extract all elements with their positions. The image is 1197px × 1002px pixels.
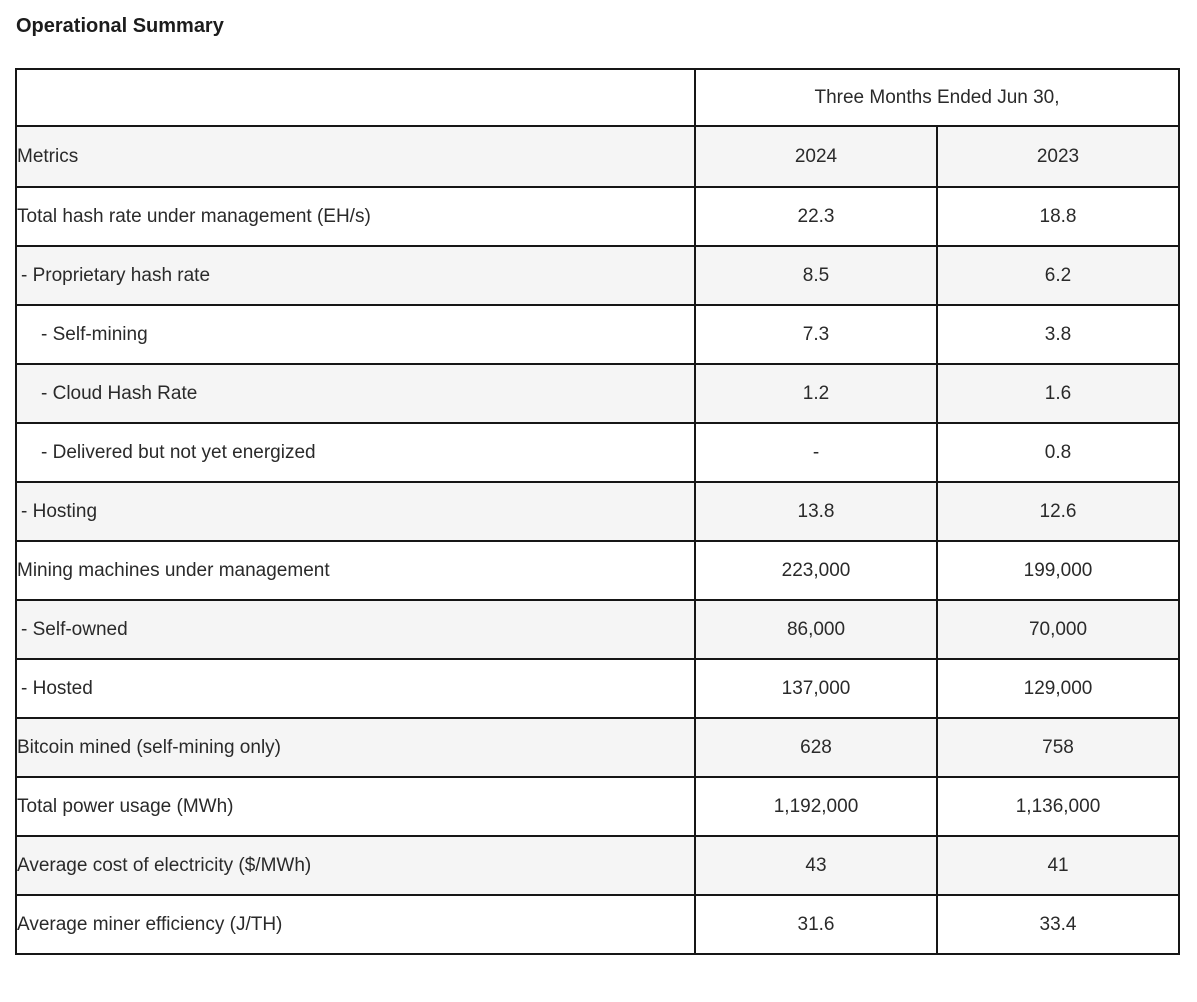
value-2023: 18.8 [935, 186, 1181, 247]
metric-label: - Cloud Hash Rate [15, 363, 696, 424]
value-2023: 199,000 [935, 540, 1181, 601]
metrics-column-header: Metrics [15, 125, 696, 188]
table-row: - Hosted 137,000 129,000 [15, 658, 1181, 719]
table-row: Average cost of electricity ($/MWh) 43 4… [15, 835, 1181, 896]
year-2024-column-header: 2024 [694, 125, 938, 188]
table-column-header-row: Metrics 2024 2023 [15, 125, 1181, 188]
year-2023-column-header: 2023 [935, 125, 1181, 188]
period-group-header: Three Months Ended Jun 30, [693, 68, 1181, 127]
table-row: Average miner efficiency (J/TH) 31.6 33.… [15, 894, 1181, 955]
metric-label: - Self-mining [15, 304, 696, 365]
value-2024: 22.3 [694, 186, 938, 247]
value-2024: 86,000 [694, 599, 938, 660]
value-2023: 70,000 [935, 599, 1181, 660]
metric-label: Mining machines under management [15, 540, 696, 601]
metric-label: Total hash rate under management (EH/s) [15, 186, 696, 247]
metric-label: - Self-owned [15, 599, 696, 660]
value-2023: 758 [935, 717, 1181, 778]
value-2024: 7.3 [694, 304, 938, 365]
metric-label: Average cost of electricity ($/MWh) [15, 835, 696, 896]
value-2024: - [694, 422, 938, 483]
value-2023: 3.8 [935, 304, 1181, 365]
value-2023: 6.2 [935, 245, 1181, 306]
value-2024: 137,000 [694, 658, 938, 719]
value-2023: 1.6 [935, 363, 1181, 424]
table-row: Mining machines under management 223,000… [15, 540, 1181, 601]
metric-label: Total power usage (MWh) [15, 776, 696, 837]
value-2024: 628 [694, 717, 938, 778]
table-row: - Proprietary hash rate 8.5 6.2 [15, 245, 1181, 306]
value-2023: 0.8 [935, 422, 1181, 483]
value-2023: 129,000 [935, 658, 1181, 719]
value-2023: 1,136,000 [935, 776, 1181, 837]
value-2024: 1,192,000 [694, 776, 938, 837]
value-2023: 33.4 [935, 894, 1181, 955]
operational-summary-table: Three Months Ended Jun 30, Metrics 2024 … [15, 68, 1181, 955]
table-row: Total hash rate under management (EH/s) … [15, 186, 1181, 247]
metric-label: Bitcoin mined (self-mining only) [15, 717, 696, 778]
value-2024: 223,000 [694, 540, 938, 601]
metric-label: Average miner efficiency (J/TH) [15, 894, 696, 955]
empty-header-cell [15, 68, 696, 127]
table-row: - Cloud Hash Rate 1.2 1.6 [15, 363, 1181, 424]
table-row: - Hosting 13.8 12.6 [15, 481, 1181, 542]
metric-label: - Hosted [15, 658, 696, 719]
table-row: Total power usage (MWh) 1,192,000 1,136,… [15, 776, 1181, 837]
value-2024: 13.8 [694, 481, 938, 542]
table-row: Bitcoin mined (self-mining only) 628 758 [15, 717, 1181, 778]
value-2024: 1.2 [694, 363, 938, 424]
metric-label: - Proprietary hash rate [15, 245, 696, 306]
metric-label: - Hosting [15, 481, 696, 542]
table-row: - Delivered but not yet energized - 0.8 [15, 422, 1181, 483]
table-group-header-row: Three Months Ended Jun 30, [15, 68, 1181, 127]
value-2024: 43 [694, 835, 938, 896]
value-2024: 8.5 [694, 245, 938, 306]
page-title: Operational Summary [16, 15, 224, 37]
table-row: - Self-owned 86,000 70,000 [15, 599, 1181, 660]
value-2023: 41 [935, 835, 1181, 896]
value-2023: 12.6 [935, 481, 1181, 542]
metric-label: - Delivered but not yet energized [15, 422, 696, 483]
table-row: - Self-mining 7.3 3.8 [15, 304, 1181, 365]
value-2024: 31.6 [694, 894, 938, 955]
